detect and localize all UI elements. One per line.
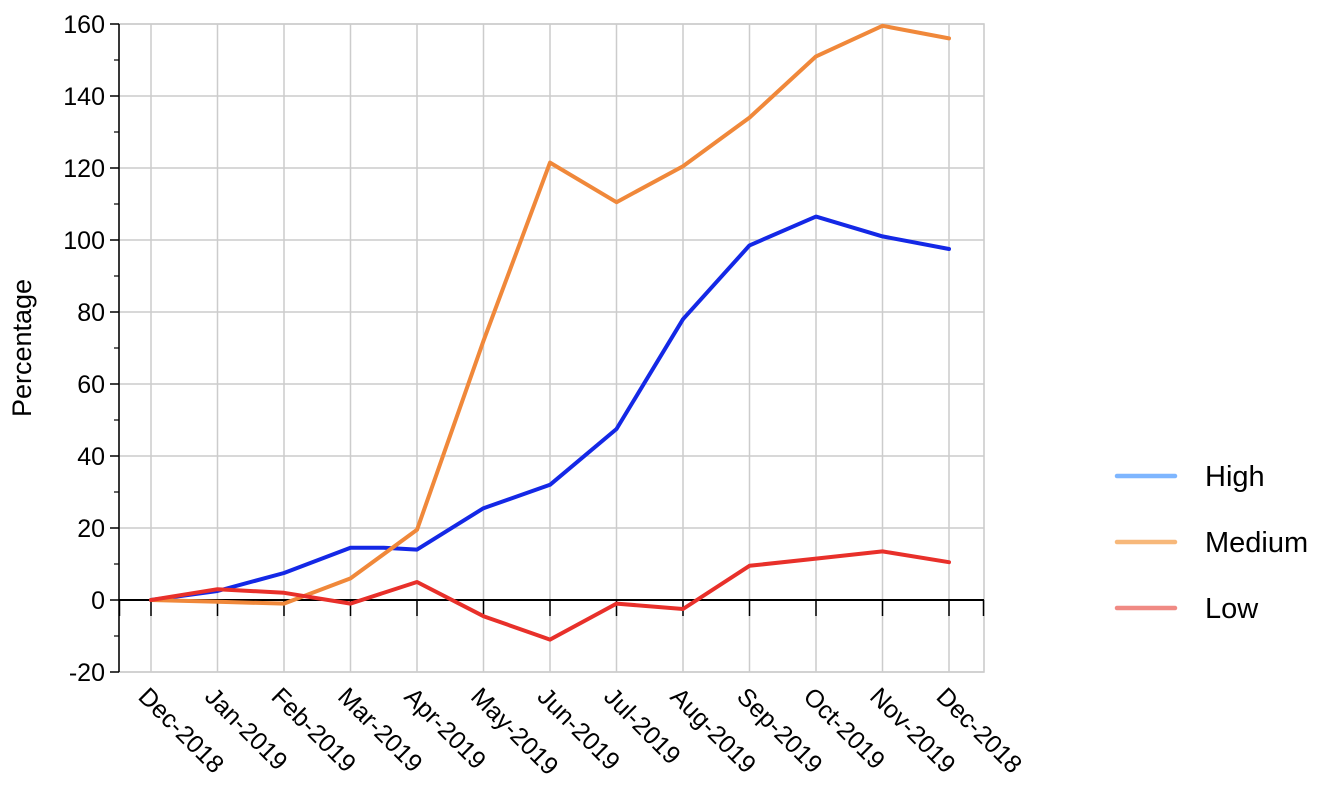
series-line-low bbox=[149, 549, 951, 642]
series-line-high bbox=[149, 214, 951, 602]
x-axis-ticks: Dec-2018Jan-2019Feb-2019Mar-2019Apr-2019… bbox=[133, 682, 1027, 780]
legend-label-high: High bbox=[1205, 461, 1265, 493]
y-tick-label: 120 bbox=[63, 155, 105, 183]
legend-label-medium: Medium bbox=[1205, 527, 1308, 559]
y-tick-label: 20 bbox=[77, 515, 105, 543]
y-tick-label: 40 bbox=[77, 443, 105, 471]
y-tick-label: 80 bbox=[77, 299, 105, 327]
axes bbox=[118, 24, 985, 672]
y-tick-label: -20 bbox=[69, 659, 105, 687]
y-tick-label: 140 bbox=[63, 83, 105, 111]
data-series bbox=[149, 23, 951, 642]
y-tick-label: 160 bbox=[63, 11, 105, 39]
plot-frame bbox=[118, 23, 985, 673]
y-tick-label: 0 bbox=[91, 587, 105, 615]
y-tick-label: 100 bbox=[63, 227, 105, 255]
series-line-medium bbox=[149, 23, 951, 606]
y-axis-ticks: -20 0 20 40 60 80 100 120 140 160 bbox=[63, 11, 119, 687]
y-axis-label: Percentage bbox=[7, 279, 37, 417]
legend: High Medium Low bbox=[1114, 461, 1308, 625]
y-tick-label: 60 bbox=[77, 371, 105, 399]
grid-lines bbox=[118, 23, 985, 673]
legend-label-low: Low bbox=[1205, 593, 1259, 625]
